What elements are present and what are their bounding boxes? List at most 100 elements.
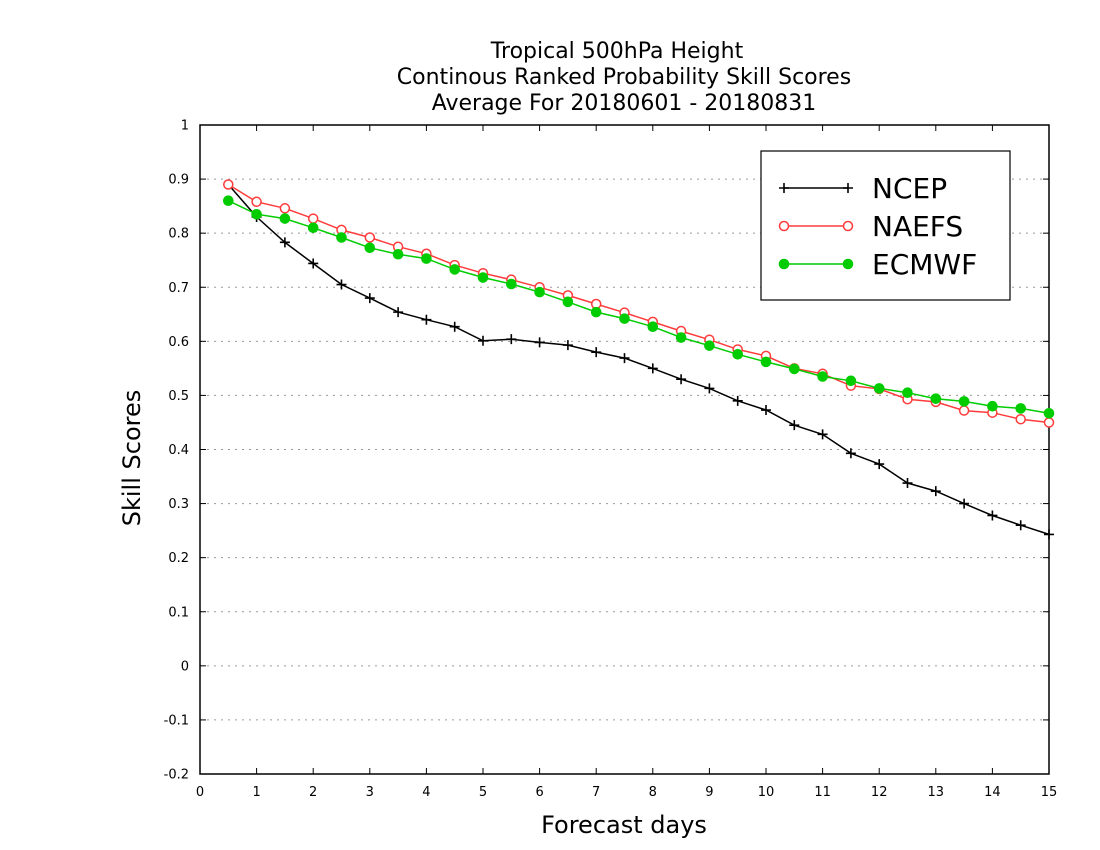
legend-marker-ecmwf bbox=[842, 258, 854, 270]
data-point-ncep bbox=[930, 486, 941, 497]
data-point-ncep bbox=[478, 335, 488, 346]
data-point-ncep bbox=[308, 258, 319, 269]
data-point-ncep bbox=[761, 405, 771, 416]
data-point-naefs bbox=[1043, 417, 1055, 428]
series-line-ncep bbox=[227, 184, 1050, 536]
data-point-ecmwf bbox=[477, 272, 489, 283]
x-tick-label: 14 bbox=[984, 785, 1001, 800]
data-point-ecmwf bbox=[223, 195, 234, 207]
data-point-ncep bbox=[421, 314, 432, 325]
data-point-naefs bbox=[958, 405, 970, 416]
x-tick-label: 11 bbox=[814, 785, 831, 800]
title-line-1: Tropical 500hPa Height bbox=[490, 39, 744, 64]
data-point-ecmwf bbox=[704, 340, 715, 351]
data-point-ecmwf bbox=[789, 363, 800, 375]
data-point-ncep bbox=[393, 307, 404, 318]
y-tick-label: 0.4 bbox=[168, 443, 189, 458]
axis-ticks: -0.2-0.100.10.20.30.40.50.60.70.80.910 1 2… bbox=[164, 119, 1058, 801]
data-point-ncep bbox=[449, 321, 460, 332]
y-tick-label: 0.6 bbox=[168, 335, 189, 350]
data-point-ecmwf bbox=[930, 393, 942, 404]
data-point-ncep bbox=[704, 383, 715, 394]
data-point-ncep bbox=[817, 429, 828, 440]
x-axis-label: Forecast days bbox=[541, 811, 707, 839]
x-tick-label: 12 bbox=[871, 785, 888, 800]
y-tick-label: 0.2 bbox=[168, 551, 189, 566]
data-point-naefs bbox=[279, 203, 291, 214]
x-tick-label: 7 bbox=[592, 785, 600, 800]
x-tick-label: 13 bbox=[928, 785, 945, 800]
data-point-ecmwf bbox=[364, 242, 376, 254]
legend-label-ncep: NCEP bbox=[872, 172, 947, 205]
y-tick-label: 0.8 bbox=[168, 227, 189, 242]
y-tick-label: 0.1 bbox=[168, 605, 189, 620]
y-tick-label: 1 bbox=[181, 119, 189, 134]
x-tick-label: 15 bbox=[1041, 785, 1058, 800]
data-point-ecmwf bbox=[392, 248, 404, 260]
data-point-ecmwf bbox=[562, 296, 574, 308]
data-point-naefs bbox=[307, 213, 319, 224]
data-point-ncep bbox=[987, 510, 998, 521]
legend-label-ecmwf: ECMWF bbox=[872, 248, 977, 281]
data-point-ncep bbox=[789, 420, 800, 431]
data-point-ecmwf bbox=[449, 264, 461, 275]
data-point-ecmwf bbox=[647, 321, 659, 333]
data-point-ecmwf bbox=[506, 278, 517, 290]
x-tick-label: 0 bbox=[196, 785, 204, 800]
data-point-ncep bbox=[732, 395, 743, 406]
data-point-ncep bbox=[506, 334, 517, 345]
y-axis-label: Skill Scores bbox=[118, 390, 146, 527]
data-point-ecmwf bbox=[817, 371, 828, 382]
data-point-ncep bbox=[845, 448, 856, 459]
x-tick-label: 4 bbox=[422, 785, 430, 800]
data-point-naefs bbox=[223, 179, 234, 190]
y-tick-label: 0.5 bbox=[168, 389, 189, 404]
x-tick-label: 6 bbox=[535, 785, 543, 800]
legend: NCEP NAEFS ECMWF bbox=[760, 150, 1011, 301]
data-point-ncep bbox=[959, 498, 970, 509]
y-tick-label: 0.9 bbox=[168, 173, 189, 188]
title-line-3: Average For 20180601 - 20180831 bbox=[432, 91, 817, 116]
data-point-ecmwf bbox=[1015, 403, 1027, 414]
data-point-ecmwf bbox=[534, 286, 545, 298]
data-point-ncep bbox=[874, 459, 885, 470]
legend-marker-naefs bbox=[842, 220, 854, 232]
legend-marker-ecmwf bbox=[778, 258, 790, 270]
data-point-naefs bbox=[1015, 413, 1026, 425]
data-point-ncep bbox=[534, 337, 545, 348]
data-point-ncep bbox=[647, 363, 658, 374]
data-point-ncep bbox=[902, 478, 913, 489]
y-tick-label: 0 bbox=[181, 659, 189, 674]
data-point-ecmwf bbox=[760, 356, 772, 368]
data-point-ncep bbox=[619, 353, 630, 364]
data-point-ecmwf bbox=[958, 396, 970, 407]
data-point-ecmwf bbox=[987, 400, 998, 412]
x-tick-label: 5 bbox=[479, 785, 487, 800]
y-tick-label: -0.1 bbox=[164, 713, 189, 728]
legend-marker-ncep bbox=[843, 183, 853, 193]
data-point-ecmwf bbox=[1043, 407, 1055, 419]
series-lines bbox=[223, 179, 1055, 540]
legend-marker-naefs bbox=[778, 220, 790, 232]
data-point-ecmwf bbox=[845, 375, 857, 387]
series-naefs bbox=[223, 179, 1055, 428]
data-point-ecmwf bbox=[619, 313, 630, 324]
data-point-ncep bbox=[1044, 529, 1054, 540]
data-point-ncep bbox=[562, 340, 573, 351]
data-point-ecmwf bbox=[307, 222, 319, 234]
y-tick-label: 0.3 bbox=[168, 497, 189, 512]
data-point-ncep bbox=[336, 279, 347, 290]
data-point-ncep bbox=[364, 293, 375, 304]
y-tick-label: -0.2 bbox=[164, 768, 189, 783]
data-point-ncep bbox=[591, 347, 602, 358]
data-point-naefs bbox=[364, 232, 376, 243]
data-point-ecmwf bbox=[421, 253, 432, 264]
x-tick-label: 1 bbox=[252, 785, 260, 800]
data-point-ecmwf bbox=[336, 232, 347, 243]
title-line-2: Continous Ranked Probability Skill Score… bbox=[397, 65, 851, 90]
data-point-naefs bbox=[251, 196, 262, 208]
x-tick-label: 3 bbox=[366, 785, 374, 800]
x-tick-label: 10 bbox=[758, 785, 775, 800]
data-point-ecmwf bbox=[873, 383, 885, 394]
